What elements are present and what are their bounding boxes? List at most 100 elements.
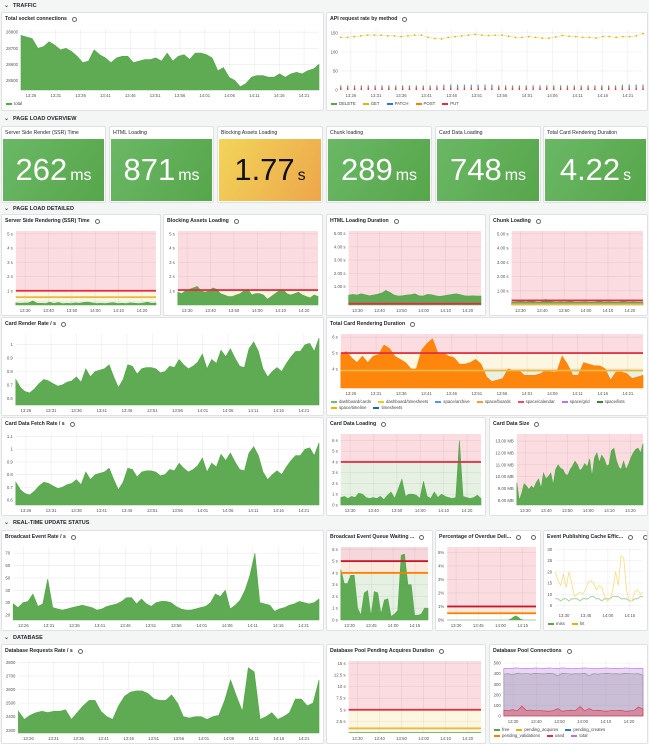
legend-item[interactable]: PUT xyxy=(442,101,459,106)
chart-area[interactable]: 13:30 13:45 14:00 14:15 0% 1% 2% 3% 4% 5% xyxy=(436,543,540,630)
info-icon[interactable] xyxy=(419,534,425,540)
stat-panel-chunk-loading[interactable]: Chunk loading 289 ms xyxy=(326,126,432,203)
legend-item[interactable]: space/grid xyxy=(561,399,590,404)
legend-item[interactable]: space/lists xyxy=(596,399,625,404)
chart-area[interactable]: 13:26 13:31 13:36 13:41 13:46 13:51 13:56 14:01… xyxy=(2,430,323,515)
info-icon[interactable] xyxy=(233,218,239,224)
panel-database-pool-pending-acquires[interactable]: Database Pool Pending Acquires Duration … xyxy=(326,644,486,744)
legend-item[interactable]: pending_acquires xyxy=(516,727,558,732)
legend-item[interactable]: DELETE xyxy=(331,101,356,106)
legend-item[interactable]: pending_validations xyxy=(494,733,540,738)
info-icon[interactable] xyxy=(77,648,83,654)
chart-area[interactable]: 13:26 13:31 13:36 13:41 13:46 13:51 13:56 14:01… xyxy=(2,25,323,100)
legend-item[interactable]: free xyxy=(494,727,509,732)
row-page-load-overview[interactable]: ⌄ PAGE LOAD OVERVIEW xyxy=(0,113,649,124)
panel-header[interactable]: API request rate by method xyxy=(327,13,647,25)
panel-total-socket-connections[interactable]: Total socket connections 13:26 13:31 13:36… xyxy=(1,12,324,111)
stat-panel-total-card-rendering[interactable]: Total Card Rendering Duration 4.22 s xyxy=(543,126,648,203)
chart-area[interactable]: 13:30 13:40 13:50 14:00 14:10 14:20 8.00 MB 9.0… xyxy=(490,430,647,515)
chart-area[interactable]: 13:30 13:40 13:50 14:00 14:10 14:20 1 s 2 s 3 s 4… xyxy=(2,227,160,315)
legend-item[interactable]: timesheets xyxy=(373,405,402,410)
row-real-time-update-status[interactable]: ⌄ REAL-TIME UPDATE STATUS xyxy=(0,517,649,528)
legend-item[interactable]: GET xyxy=(362,101,380,106)
chart-area[interactable]: 13:30 13:40 13:50 14:00 14:10 14:20 1.00 s 2.00… xyxy=(327,227,485,315)
legend-item[interactable]: pending_creates xyxy=(565,727,605,732)
panel-chunk-loading[interactable]: Chunk Loading 13:30 13:40 13:50 14:00 14:10 1… xyxy=(489,214,648,316)
legend-item[interactable]: used xyxy=(547,733,564,738)
legend-item[interactable]: dashboard/timesheets xyxy=(378,399,428,404)
stat-panel-card-data-loading[interactable]: Card Data Loading 748 ms xyxy=(435,126,541,203)
panel-header[interactable]: Percentage of Overdue Deli... xyxy=(436,531,540,543)
chart-area[interactable]: 13:26 13:31 13:36 13:41 13:46 13:51 13:56 14:01… xyxy=(2,657,323,743)
info-icon[interactable] xyxy=(438,648,444,654)
panel-header[interactable]: HTML Loading Duration xyxy=(327,215,485,227)
row-page-load-detailed[interactable]: ⌄ PAGE LOAD DETAILED xyxy=(0,203,649,214)
chart-area[interactable]: 13:30 13:45 14:00 14:15 0 s 1 s 2 s 3 s 4 s 5 s 6 … xyxy=(327,543,432,630)
panel-overdue-deliveries-percentage[interactable]: Percentage of Overdue Deli... 13:30 13:45… xyxy=(435,530,541,631)
legend-item[interactable]: space/archive xyxy=(435,399,470,404)
panel-event-publishing-cache-efficiency[interactable]: Event Publishing Cache Effic... 13:30 13:… xyxy=(543,530,648,631)
panel-header[interactable]: Server Side Rendering (SSR) Time xyxy=(2,215,160,227)
panel-header[interactable]: Blocking Assets Loading xyxy=(164,215,322,227)
panel-html-loading-duration[interactable]: HTML Loading Duration 13:30 13:40 13:50 14:… xyxy=(326,214,486,316)
legend-item[interactable]: dashboard/cards xyxy=(331,399,371,404)
legend-item[interactable]: POST xyxy=(415,101,435,106)
panel-header[interactable]: Chunk Loading xyxy=(490,215,647,227)
info-icon[interactable] xyxy=(516,534,522,540)
row-traffic[interactable]: ⌄ TRAFFIC xyxy=(0,0,649,11)
info-icon[interactable] xyxy=(393,218,399,224)
legend-item[interactable]: PATCH xyxy=(386,101,409,106)
panel-header[interactable]: Total Card Rendering Duration xyxy=(327,318,647,330)
row-database[interactable]: ⌄ DATABASE xyxy=(0,632,649,643)
chart-area[interactable]: 13:30 13:40 13:50 14:00 14:10 14:20 0 100 200 300… xyxy=(490,657,647,726)
chart-area[interactable]: 13:30 13:40 13:50 14:00 14:10 14:20 1 s 2 s 3 s 4… xyxy=(164,227,322,315)
panel-header[interactable]: Database Pool Pending Acquires Duration xyxy=(327,645,485,657)
panel-card-data-size[interactable]: Card Data Size 13:30 13:40 13:50 14:00 14:10… xyxy=(489,417,648,516)
panel-header[interactable]: Broadcast Event Rate / s xyxy=(2,531,323,543)
panel-header[interactable]: Card Data Size xyxy=(490,418,647,430)
info-icon[interactable] xyxy=(94,218,100,224)
panel-header[interactable]: Card Data Fetch Rate / s xyxy=(2,418,323,430)
panel-ssr-time[interactable]: Server Side Rendering (SSR) Time 13:30 13… xyxy=(1,214,161,316)
legend-item[interactable]: total xyxy=(6,101,22,106)
panel-broadcast-event-queue-waiting[interactable]: Broadcast Event Queue Waiting ... 13:30 1… xyxy=(326,530,433,631)
info-icon[interactable] xyxy=(628,534,634,540)
info-icon[interactable] xyxy=(410,321,416,327)
panel-header[interactable]: Broadcast Event Queue Waiting ... xyxy=(327,531,432,543)
info-icon[interactable] xyxy=(535,218,541,224)
legend-item[interactable]: space/calendar xyxy=(517,399,555,404)
panel-api-request-rate[interactable]: API request rate by method 13:26 13:31 13:… xyxy=(326,12,648,111)
legend-item[interactable]: space/boards xyxy=(476,399,511,404)
panel-database-pool-connections[interactable]: Database Pool Connections 13:30 13:40 13:5… xyxy=(489,644,648,744)
panel-header[interactable]: Total socket connections xyxy=(2,13,323,25)
info-icon[interactable] xyxy=(381,421,387,427)
panel-card-data-fetch-rate[interactable]: Card Data Fetch Rate / s 13:26 13:31 13:36… xyxy=(1,417,324,516)
panel-header[interactable]: Card Data Loading xyxy=(327,418,485,430)
panel-blocking-assets-loading[interactable]: Blocking Assets Loading 13:30 13:40 13:50 1… xyxy=(163,214,323,316)
info-icon[interactable] xyxy=(643,534,647,540)
legend-item[interactable]: miss xyxy=(548,621,565,626)
info-icon[interactable] xyxy=(69,421,75,427)
info-icon[interactable] xyxy=(71,16,77,22)
chart-area[interactable]: 13:26 13:31 13:36 13:41 13:46 13:51 13:56 14:01… xyxy=(327,25,647,100)
stat-panel-blocking-assets[interactable]: Blocking Assets Loading 1.77 s xyxy=(217,126,323,203)
info-icon[interactable] xyxy=(566,648,572,654)
panel-header[interactable]: Database Requests Rate / s xyxy=(2,645,323,657)
legend-item[interactable]: space/timeline xyxy=(331,405,366,410)
chart-area[interactable]: 13:26 13:31 13:36 13:41 13:46 13:51 13:56 14:01… xyxy=(2,330,323,415)
panel-header[interactable]: Database Pool Connections xyxy=(490,645,647,657)
chart-area[interactable]: 13:30 13:40 13:50 14:00 14:10 14:20 2.5 s 5 s 7.… xyxy=(327,657,485,743)
stat-panel-html-loading[interactable]: HTML Loading 871 ms xyxy=(109,126,214,203)
chart-area[interactable]: 13:30 13:45 14:00 14:15 5 10 15 20 25 30 xyxy=(544,543,647,620)
info-icon[interactable] xyxy=(61,321,67,327)
panel-card-data-loading[interactable]: Card Data Loading 13:30 13:40 13:50 14:00 14… xyxy=(326,417,486,516)
chart-area[interactable]: 13:30 13:40 13:50 14:00 14:10 14:20 0 s 1 s 2 s 3… xyxy=(327,430,485,515)
legend-item[interactable]: total xyxy=(571,733,587,738)
chart-area[interactable]: 13:26 13:31 13:36 13:41 13:46 13:51 13:56 14:01… xyxy=(2,543,323,630)
chart-area[interactable]: 13:26 13:31 13:36 13:41 13:46 13:51 13:56 14:01… xyxy=(327,330,647,398)
panel-broadcast-event-rate[interactable]: Broadcast Event Rate / s 13:26 13:31 13:36… xyxy=(1,530,324,631)
legend-item[interactable]: hit xyxy=(571,621,584,626)
panel-header[interactable]: Card Render Rate / s xyxy=(2,318,323,330)
info-icon[interactable] xyxy=(531,534,537,540)
chart-area[interactable]: 13:30 13:40 13:50 14:00 14:10 14:20 1.00 s 2.00… xyxy=(490,227,647,315)
